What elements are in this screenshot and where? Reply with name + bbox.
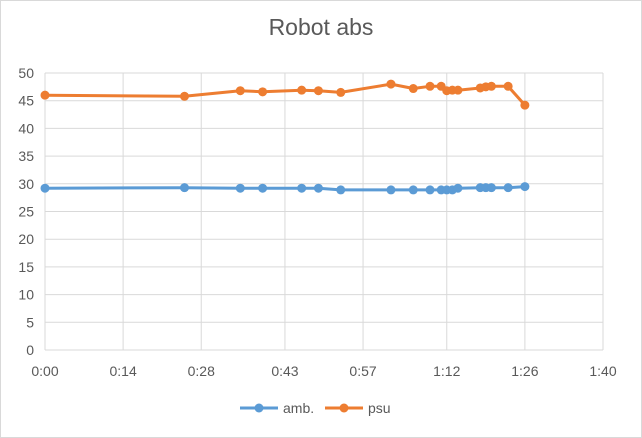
data-point: [180, 183, 189, 193]
data-point: [520, 100, 530, 110]
data-point: [235, 86, 245, 96]
data-point: [408, 84, 418, 94]
y-tick-label: 5: [26, 314, 34, 330]
legend-label: psu: [368, 400, 391, 416]
data-point: [503, 183, 513, 193]
y-tick-label: 35: [18, 148, 34, 164]
x-tick-label: 0:43: [271, 363, 298, 379]
y-tick-label: 50: [18, 65, 34, 81]
y-axis-ticks: 0 5 10 15 20 25 30 35 40 45 50: [18, 65, 34, 358]
y-tick-label: 15: [18, 259, 34, 275]
x-tick-label: 0:57: [349, 363, 376, 379]
data-point: [313, 86, 323, 96]
data-point: [408, 185, 418, 195]
y-tick-label: 25: [18, 204, 34, 220]
data-point: [453, 85, 463, 95]
data-point: [297, 183, 307, 193]
data-point: [336, 87, 346, 97]
data-point: [453, 183, 463, 193]
data-point: [336, 185, 346, 195]
data-point: [486, 81, 496, 91]
data-point: [297, 85, 307, 95]
y-tick-label: 20: [18, 231, 34, 247]
chart-title: Robot abs: [268, 14, 374, 40]
data-point: [386, 79, 396, 89]
y-tick-label: 0: [26, 342, 34, 358]
data-point: [425, 81, 435, 91]
data-point: [258, 87, 268, 97]
data-point: [503, 81, 513, 91]
data-point: [258, 183, 268, 193]
data-point: [486, 183, 496, 193]
plot-area: [40, 79, 530, 195]
data-point: [386, 185, 396, 195]
x-axis-ticks: 0:00 0:14 0:28 0:43 0:57 1:12 1:26 1:40: [31, 363, 616, 379]
y-tick-label: 10: [18, 287, 34, 303]
y-tick-label: 30: [18, 176, 34, 192]
data-point: [313, 183, 323, 193]
y-tick-label: 45: [18, 93, 34, 109]
y-tick-label: 40: [18, 120, 34, 136]
legend-marker: [254, 403, 264, 413]
x-tick-label: 1:12: [433, 363, 460, 379]
x-tick-label: 0:00: [31, 363, 58, 379]
data-point: [40, 90, 50, 100]
x-tick-label: 0:28: [188, 363, 215, 379]
x-tick-label: 1:26: [511, 363, 538, 379]
x-tick-label: 1:40: [589, 363, 616, 379]
legend: amb. psu: [240, 400, 391, 416]
legend-marker: [339, 403, 349, 413]
data-point: [520, 182, 530, 192]
gridlines: [44, 72, 604, 351]
legend-label: amb.: [283, 400, 314, 416]
data-point: [40, 183, 50, 193]
data-point: [180, 91, 189, 101]
data-point: [425, 185, 435, 195]
x-tick-label: 0:14: [109, 363, 136, 379]
data-point: [235, 183, 245, 193]
